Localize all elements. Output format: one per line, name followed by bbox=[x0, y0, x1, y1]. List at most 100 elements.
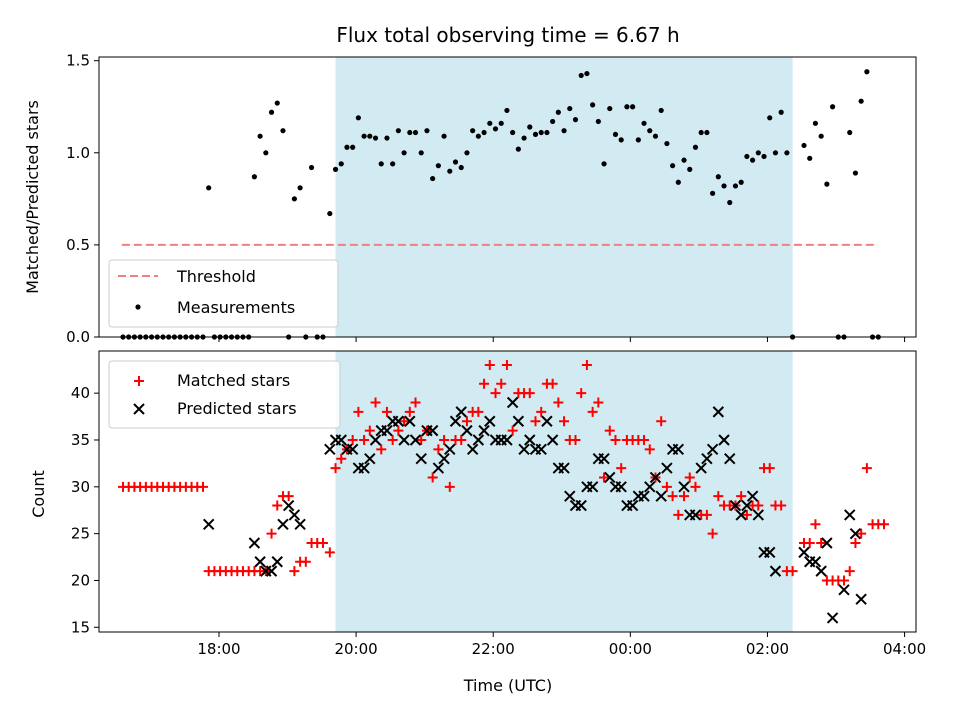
predicted-star-point bbox=[655, 490, 667, 502]
predicted-star-point bbox=[541, 415, 553, 427]
y-tick-label: 1.5 bbox=[66, 52, 90, 70]
measurement-point bbox=[355, 115, 361, 121]
predicted-star-point bbox=[598, 453, 610, 465]
measurement-point bbox=[435, 163, 441, 169]
matched-star-point bbox=[427, 472, 438, 483]
x-tick-label: 18:00 bbox=[197, 640, 240, 658]
x-tick-label: 04:00 bbox=[883, 640, 926, 658]
measurement-point bbox=[274, 100, 280, 106]
y-tick-label: 0.5 bbox=[66, 236, 90, 254]
measurement-point bbox=[470, 128, 476, 134]
predicted-star-point bbox=[461, 424, 473, 437]
measurement-point bbox=[698, 129, 704, 136]
measurement-point bbox=[670, 163, 676, 169]
predicted-star-point bbox=[415, 453, 427, 465]
measurement-point bbox=[532, 131, 539, 137]
matched-star-point bbox=[410, 397, 421, 408]
legend-matched-swatch bbox=[134, 376, 144, 386]
matched-star-point bbox=[639, 434, 650, 445]
matched-star-point bbox=[496, 378, 507, 389]
y-tick-label: 30 bbox=[71, 478, 90, 496]
measurement-point bbox=[801, 142, 807, 149]
legend-threshold-label: Threshold bbox=[176, 267, 256, 286]
y-tick-label: 25 bbox=[71, 525, 90, 543]
predicted-star-point bbox=[849, 527, 862, 540]
measurement-point bbox=[732, 183, 739, 189]
matched-star-point bbox=[804, 538, 815, 549]
axes-frame bbox=[98, 350, 917, 633]
matched-star-point bbox=[661, 481, 672, 492]
measurement-point bbox=[424, 128, 430, 134]
predicted-star-point bbox=[449, 415, 462, 427]
matched-star-point bbox=[399, 416, 410, 427]
measurement-point bbox=[407, 129, 413, 136]
predicted-star-point bbox=[626, 499, 639, 512]
predicted-star-point bbox=[277, 518, 289, 530]
predicted-star-point bbox=[615, 481, 627, 493]
legend-measurements-swatch bbox=[135, 304, 141, 310]
predicted-star-point bbox=[271, 556, 283, 568]
predicted-star-point bbox=[501, 434, 513, 446]
top-y-axis-label: Matched/Predicted stars bbox=[23, 100, 42, 294]
matched-star-point bbox=[330, 463, 341, 474]
measurement-point bbox=[652, 133, 659, 139]
measurement-point bbox=[829, 104, 836, 110]
measurement-point bbox=[338, 161, 344, 167]
measurement-point bbox=[361, 133, 367, 139]
predicted-star-point bbox=[769, 565, 782, 577]
matched-star-point bbox=[679, 491, 690, 502]
matched-star-point bbox=[644, 444, 655, 455]
predicted-star-point bbox=[404, 415, 416, 427]
measurement-point bbox=[744, 153, 750, 160]
matched-star-point bbox=[530, 416, 541, 427]
predicted-star-point bbox=[265, 565, 278, 577]
predicted-star-point bbox=[432, 462, 445, 474]
chart-title: Flux total observing time = 6.67 h bbox=[336, 23, 679, 47]
matched-star-point bbox=[484, 360, 495, 371]
measurement-point bbox=[578, 72, 584, 79]
measurement-point bbox=[681, 157, 687, 163]
measurement-point bbox=[257, 133, 263, 139]
matched-star-point bbox=[507, 425, 518, 436]
x-tick-label: 20:00 bbox=[334, 640, 377, 658]
predicted-star-point bbox=[838, 584, 850, 596]
matched-star-point bbox=[701, 509, 712, 520]
measurement-point bbox=[498, 120, 504, 126]
measurement-point bbox=[755, 150, 761, 156]
predicted-star-point bbox=[381, 424, 393, 437]
predicted-star-point bbox=[282, 499, 295, 512]
measurement-point bbox=[538, 129, 544, 136]
matched-star-point bbox=[490, 388, 501, 399]
measurement-point bbox=[412, 129, 419, 136]
matched-star-point bbox=[359, 434, 370, 445]
matched-star-point bbox=[473, 406, 484, 417]
top-legend: Threshold Measurements bbox=[108, 259, 339, 328]
measurement-point bbox=[601, 161, 607, 167]
matched-star-point bbox=[370, 397, 381, 408]
measurement-point bbox=[590, 102, 596, 108]
measurement-point bbox=[750, 157, 756, 163]
matched-star-point bbox=[844, 566, 855, 577]
y-tick-label: 40 bbox=[71, 384, 90, 402]
measurement-point bbox=[268, 109, 275, 115]
measurement-point bbox=[430, 175, 436, 182]
measurement-point bbox=[515, 146, 521, 152]
matched-star-point bbox=[667, 491, 678, 502]
measurement-point bbox=[510, 129, 516, 136]
matched-star-point bbox=[810, 519, 821, 530]
matched-star-point bbox=[570, 434, 581, 445]
matched-star-point bbox=[461, 416, 472, 427]
predicted-star-point bbox=[638, 490, 650, 502]
predicted-star-point bbox=[718, 434, 730, 446]
measurement-point bbox=[401, 150, 407, 156]
predicted-star-point bbox=[564, 490, 576, 502]
measurement-point bbox=[263, 150, 269, 156]
matched-star-point bbox=[776, 500, 787, 511]
predicted-star-point bbox=[466, 443, 479, 456]
legend-predicted-label: Predicted stars bbox=[177, 399, 297, 418]
matched-star-point bbox=[376, 444, 387, 455]
measurement-point bbox=[291, 196, 297, 202]
measurement-point bbox=[441, 133, 447, 139]
matched-star-point bbox=[381, 406, 392, 417]
matched-star-point bbox=[272, 500, 283, 511]
